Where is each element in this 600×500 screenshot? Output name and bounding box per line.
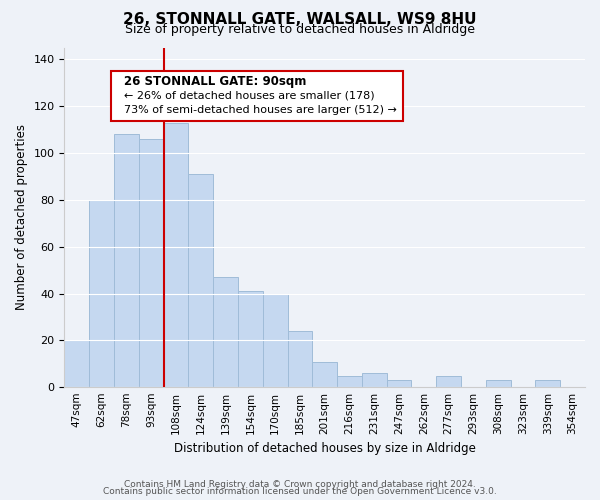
Bar <box>89 200 114 388</box>
Y-axis label: Number of detached properties: Number of detached properties <box>15 124 28 310</box>
Bar <box>362 374 386 388</box>
Bar <box>436 376 461 388</box>
Bar <box>164 122 188 388</box>
Text: Contains HM Land Registry data © Crown copyright and database right 2024.: Contains HM Land Registry data © Crown c… <box>124 480 476 489</box>
Bar <box>188 174 213 388</box>
FancyBboxPatch shape <box>111 72 403 120</box>
Text: 26, STONNALL GATE, WALSALL, WS9 8HU: 26, STONNALL GATE, WALSALL, WS9 8HU <box>123 12 477 26</box>
Bar <box>263 294 287 388</box>
X-axis label: Distribution of detached houses by size in Aldridge: Distribution of detached houses by size … <box>174 442 476 455</box>
Bar <box>139 139 164 388</box>
Bar <box>486 380 511 388</box>
Bar <box>313 362 337 388</box>
Bar <box>238 292 263 388</box>
Text: Size of property relative to detached houses in Aldridge: Size of property relative to detached ho… <box>125 22 475 36</box>
Bar <box>535 380 560 388</box>
Bar <box>337 376 362 388</box>
Text: 26 STONNALL GATE: 90sqm: 26 STONNALL GATE: 90sqm <box>124 76 307 88</box>
Bar <box>213 277 238 388</box>
Text: Contains public sector information licensed under the Open Government Licence v3: Contains public sector information licen… <box>103 487 497 496</box>
Bar <box>114 134 139 388</box>
Bar <box>64 340 89 388</box>
Text: 73% of semi-detached houses are larger (512) →: 73% of semi-detached houses are larger (… <box>124 106 397 116</box>
Bar <box>386 380 412 388</box>
Text: ← 26% of detached houses are smaller (178): ← 26% of detached houses are smaller (17… <box>124 90 375 101</box>
Bar <box>287 331 313 388</box>
